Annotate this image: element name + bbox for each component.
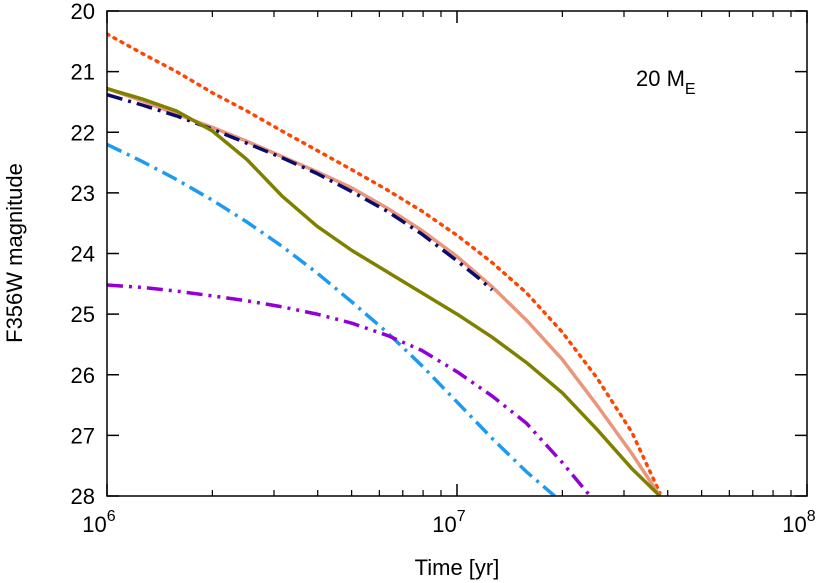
y-tick-label: 24 <box>71 242 95 267</box>
series-line-1 <box>107 32 662 495</box>
mass-annotation-sub: E <box>685 81 696 98</box>
x-tick-label: 107 <box>432 508 465 537</box>
plot-frame <box>106 10 808 497</box>
x-tick-label-exponent: 8 <box>807 508 816 525</box>
y-tick-label: 26 <box>71 363 95 388</box>
y-tick-label: 25 <box>71 302 95 327</box>
x-tick-label-base: 10 <box>432 512 456 537</box>
y-tick-label: 28 <box>71 484 95 509</box>
y-tick-label: 27 <box>71 423 95 448</box>
y-tick-label: 21 <box>71 60 95 85</box>
mass-annotation-main: 20 M <box>636 66 685 91</box>
y-axis-label: F356W magnitude <box>2 163 27 343</box>
y-tick-label: 22 <box>71 120 95 145</box>
mass-annotation: 20 ME <box>636 66 696 98</box>
series-line-4 <box>107 86 662 496</box>
x-tick-label: 108 <box>782 508 815 537</box>
series-layer <box>107 32 662 496</box>
series-line-5 <box>107 142 556 496</box>
series-line-6 <box>107 283 592 496</box>
series-line-3 <box>107 93 494 292</box>
x-axis-label: Time [yr] <box>415 555 500 580</box>
x-tick-label-base: 10 <box>82 512 106 537</box>
x-tick-label-exponent: 6 <box>107 508 116 525</box>
y-tick-label: 23 <box>71 181 95 206</box>
x-tick-label-exponent: 7 <box>457 508 466 525</box>
y-tick-label: 20 <box>71 0 95 24</box>
ticks-layer <box>106 10 808 497</box>
x-tick-label: 106 <box>82 508 115 537</box>
x-tick-label-base: 10 <box>782 512 806 537</box>
